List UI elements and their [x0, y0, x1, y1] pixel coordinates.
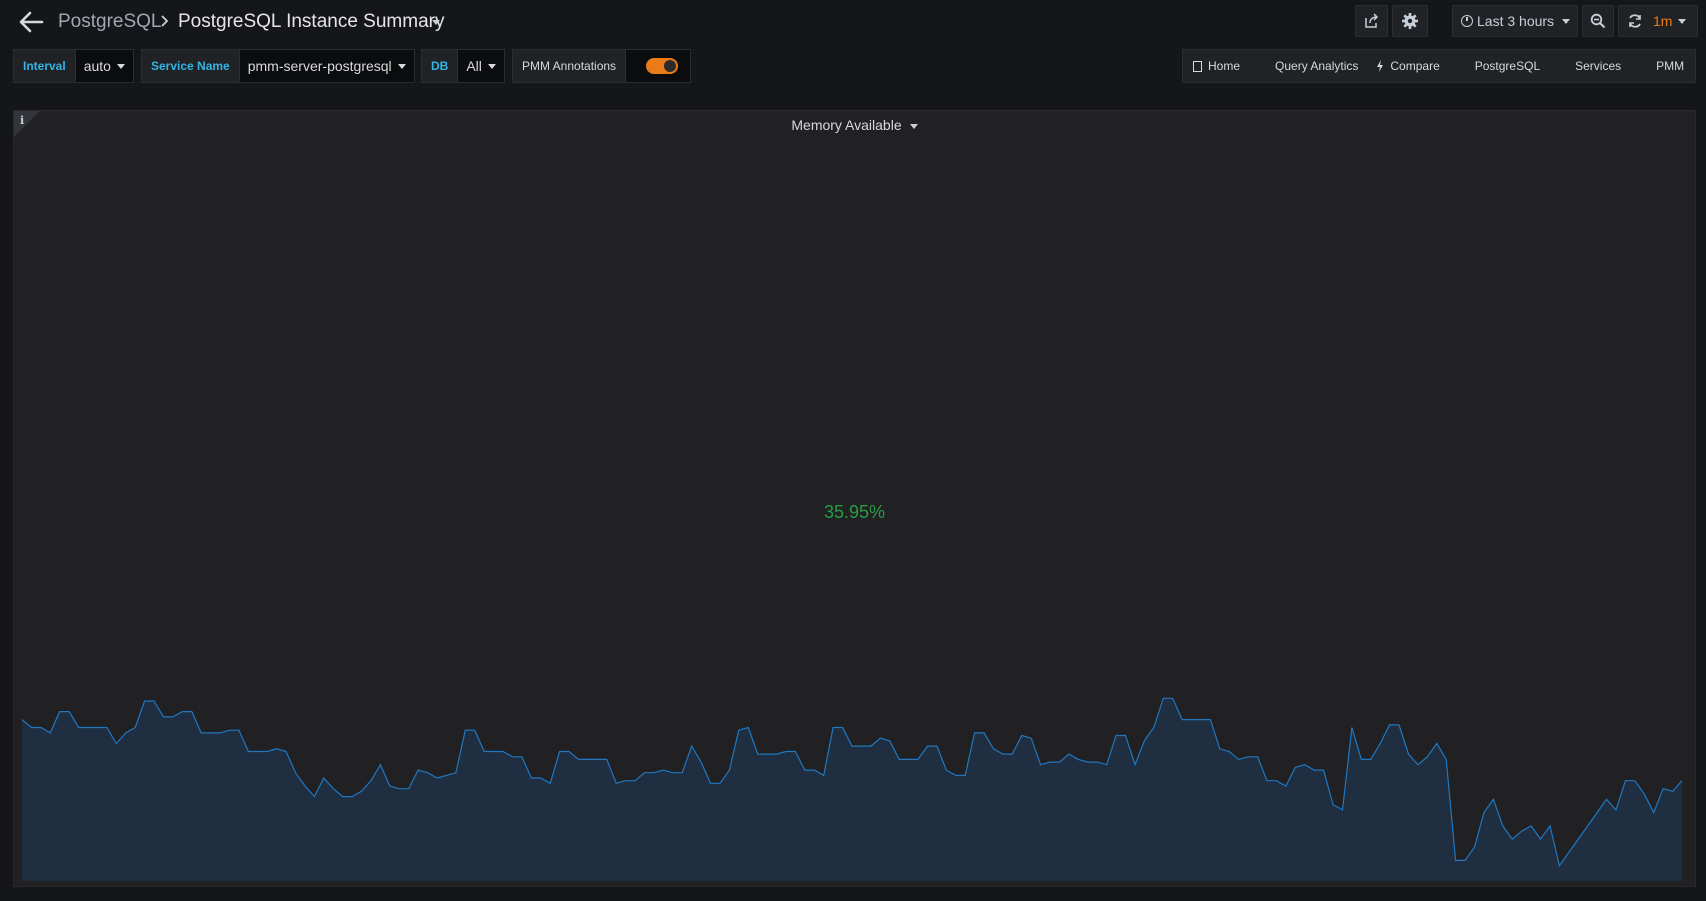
- variable-value: pmm-server-postgresql: [247, 58, 392, 74]
- panel-info-corner[interactable]: [14, 111, 40, 137]
- interval-select[interactable]: auto: [75, 49, 134, 83]
- chevron-down-icon: [909, 123, 918, 129]
- link-label: PMM: [1656, 59, 1685, 73]
- link-label: Query Analytics: [1275, 59, 1359, 73]
- variable-db: DB All: [421, 49, 505, 83]
- dashboard-links: Home Query Analytics Compare PostgreSQL …: [1182, 49, 1696, 83]
- variable-pmm-annotations: PMM Annotations: [512, 49, 692, 83]
- sparkline-area: [22, 698, 1682, 881]
- refresh-button[interactable]: 1m: [1618, 5, 1698, 37]
- info-icon[interactable]: i: [20, 114, 25, 127]
- time-range-label: Last 3 hours: [1477, 13, 1555, 29]
- variable-label: Interval: [13, 49, 76, 83]
- refresh-interval: 1m: [1653, 13, 1673, 29]
- link-label: PostgreSQL: [1474, 59, 1541, 73]
- link-services[interactable]: Services: [1558, 59, 1621, 73]
- pmm-annotations-toggle[interactable]: [626, 49, 692, 83]
- template-variables-bar: Interval auto Service Name pmm-server-po…: [0, 48, 1706, 86]
- chevron-down-icon: [1562, 18, 1571, 24]
- chevron-down-icon: [1678, 18, 1687, 24]
- variable-value: auto: [83, 58, 111, 74]
- breadcrumb-folder[interactable]: PostgreSQL: [58, 11, 162, 32]
- chevron-down-icon: [487, 63, 496, 69]
- back-arrow-icon[interactable]: [18, 10, 44, 34]
- variable-label: DB: [421, 49, 459, 83]
- gear-icon: [1402, 13, 1418, 29]
- chevron-down-icon[interactable]: [432, 20, 440, 25]
- panel-title[interactable]: Memory Available: [14, 117, 1695, 133]
- clock-icon: [1461, 15, 1473, 27]
- dashboard-title[interactable]: PostgreSQL Instance Summary: [178, 11, 445, 32]
- stat-value: 35.95%: [823, 502, 886, 522]
- sparkline-line: [22, 697, 1682, 868]
- panel-title-text: Memory Available: [791, 117, 902, 133]
- dashboard-settings-button[interactable]: [1392, 5, 1428, 37]
- variable-service-name: Service Name pmm-server-postgresql: [141, 49, 415, 83]
- chevron-down-icon: [116, 63, 125, 69]
- toggle-switch[interactable]: [646, 58, 679, 74]
- variable-interval: Interval auto: [13, 49, 134, 83]
- search-minus-icon: [1590, 13, 1606, 29]
- refresh-icon: [1629, 14, 1641, 28]
- link-home[interactable]: Home: [1193, 59, 1240, 73]
- bars-icon: [1639, 61, 1650, 71]
- time-range-picker[interactable]: Last 3 hours: [1452, 5, 1578, 37]
- share-dashboard-button[interactable]: [1355, 5, 1388, 37]
- link-compare[interactable]: Compare: [1376, 59, 1440, 73]
- service-name-select[interactable]: pmm-server-postgresql: [239, 49, 415, 83]
- bars-icon: [1558, 61, 1569, 71]
- link-query-analytics[interactable]: Query Analytics: [1258, 59, 1358, 73]
- variable-value: All: [466, 58, 482, 74]
- sparkline-chart: [22, 697, 1682, 881]
- variable-label: PMM Annotations: [512, 49, 627, 83]
- chevron-right-icon: [161, 15, 169, 27]
- link-label: Services: [1575, 59, 1622, 73]
- bolt-icon: [1377, 60, 1384, 72]
- memory-available-panel: i Memory Available 35.95%: [13, 110, 1696, 887]
- chevron-down-icon: [397, 63, 406, 69]
- share-icon: [1364, 13, 1378, 28]
- doc-icon: [1193, 60, 1202, 72]
- link-postgresql[interactable]: PostgreSQL: [1458, 59, 1540, 73]
- db-select[interactable]: All: [458, 49, 505, 83]
- top-navbar: PostgreSQL PostgreSQL Instance Summary L…: [0, 0, 1706, 44]
- bars-icon: [1458, 61, 1469, 71]
- link-label: Compare: [1390, 59, 1440, 73]
- link-pmm[interactable]: PMM: [1639, 59, 1684, 73]
- link-label: Home: [1208, 59, 1241, 73]
- variable-label: Service Name: [141, 49, 240, 83]
- zoom-out-button[interactable]: [1582, 5, 1614, 37]
- grid-icon: [1258, 61, 1269, 72]
